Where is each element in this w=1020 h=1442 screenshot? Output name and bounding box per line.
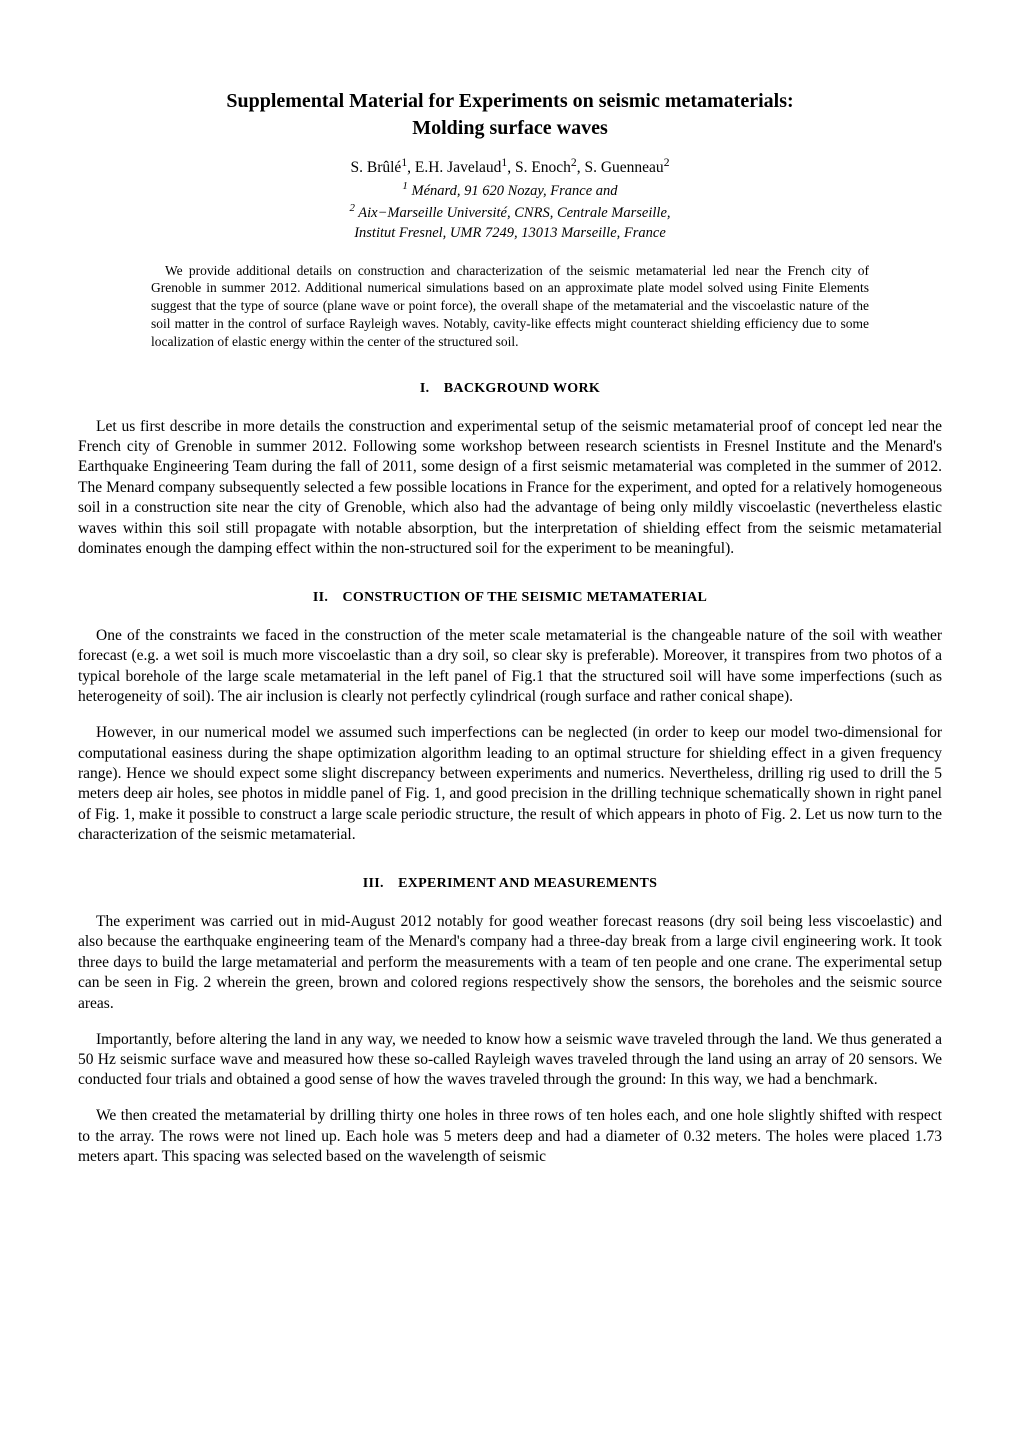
affiliation-2: 2 Aix−Marseille Université, CNRS, Centra… bbox=[349, 205, 670, 221]
paper-title: Supplemental Material for Experiments on… bbox=[78, 88, 942, 142]
section-heading-2: II. CONSTRUCTION OF THE SEISMIC METAMATE… bbox=[78, 590, 942, 606]
abstract-text: We provide additional details on constru… bbox=[151, 262, 869, 351]
section-heading-1: I. BACKGROUND WORK bbox=[78, 381, 942, 397]
authors-line: S. Brûlé1, E.H. Javelaud1, S. Enoch2, S.… bbox=[78, 156, 942, 177]
title-line-1: Supplemental Material for Experiments on… bbox=[226, 90, 793, 112]
s2-paragraph-2: However, in our numerical model we assum… bbox=[78, 723, 942, 846]
abstract-block: We provide additional details on constru… bbox=[151, 262, 869, 351]
affiliations-block: 1 Ménard, 91 620 Nozay, France and 2 Aix… bbox=[78, 179, 942, 243]
s2-paragraph-1: One of the constraints we faced in the c… bbox=[78, 626, 942, 708]
s3-paragraph-2: Importantly, before altering the land in… bbox=[78, 1030, 942, 1091]
section-heading-3: III. EXPERIMENT AND MEASUREMENTS bbox=[78, 876, 942, 892]
title-line-2: Molding surface waves bbox=[412, 117, 608, 139]
affiliation-3: Institut Fresnel, UMR 7249, 13013 Marsei… bbox=[354, 225, 666, 241]
s1-paragraph-1: Let us first describe in more details th… bbox=[78, 417, 942, 560]
s3-paragraph-3: We then created the metamaterial by dril… bbox=[78, 1106, 942, 1167]
s3-paragraph-1: The experiment was carried out in mid-Au… bbox=[78, 912, 942, 1014]
affiliation-1: 1 Ménard, 91 620 Nozay, France and bbox=[402, 183, 617, 199]
paper-page: Supplemental Material for Experiments on… bbox=[0, 0, 1020, 1442]
